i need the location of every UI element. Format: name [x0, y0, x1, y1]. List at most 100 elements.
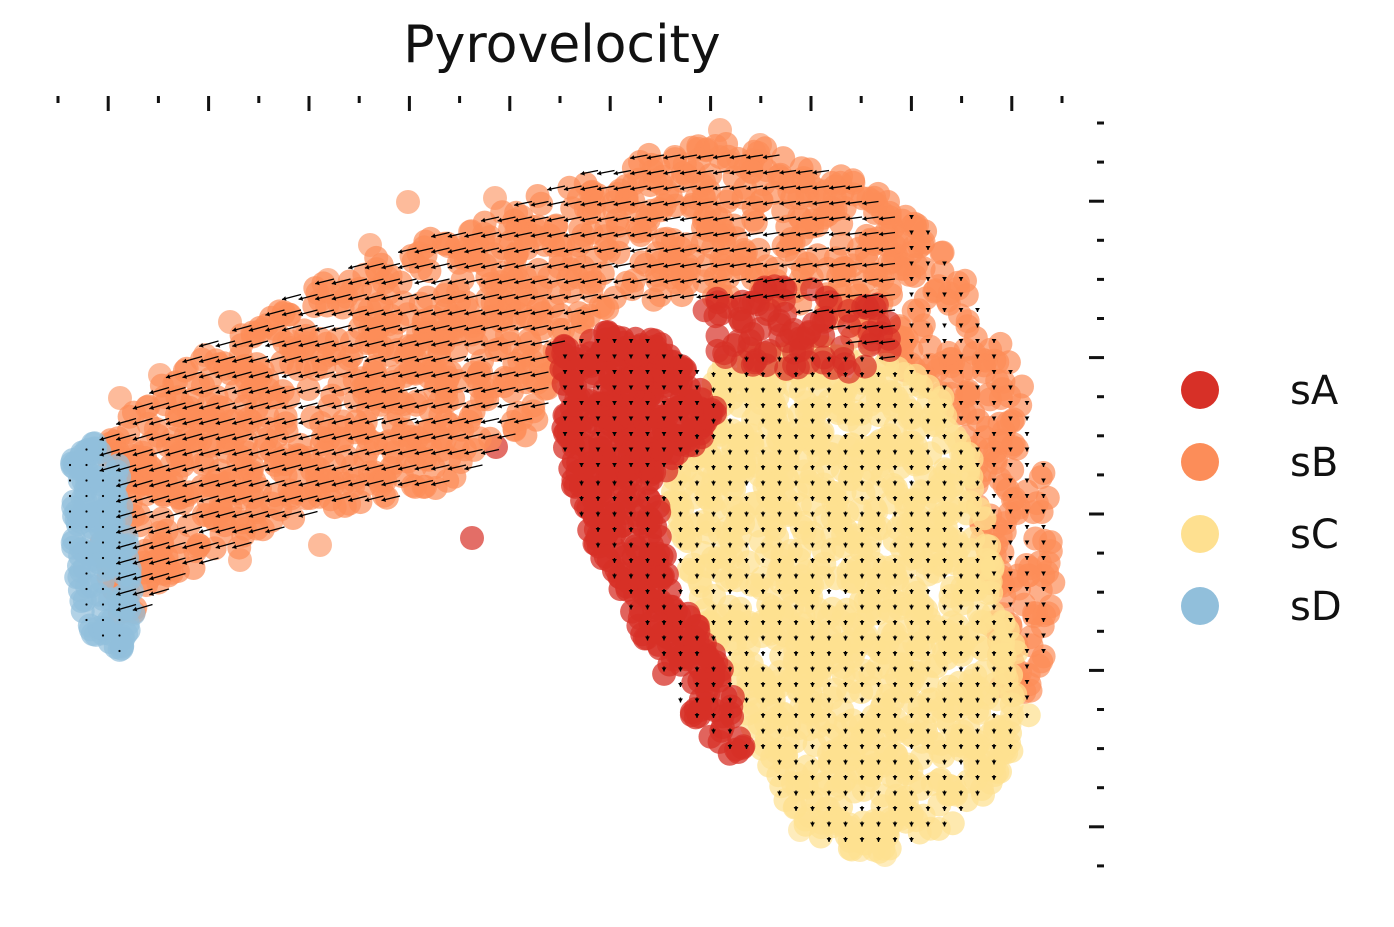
- cell-point: [375, 390, 399, 414]
- cell-point: [848, 532, 872, 556]
- cell-point: [907, 506, 931, 530]
- velocity-dot: [85, 448, 87, 450]
- cell-point: [436, 280, 460, 304]
- cell-point: [526, 258, 550, 282]
- cell-point: [657, 344, 681, 368]
- cell-point: [741, 208, 765, 232]
- velocity-dot: [118, 588, 120, 590]
- velocity-dot: [102, 464, 104, 466]
- cell-point: [484, 274, 508, 298]
- velocity-dot: [118, 526, 120, 528]
- cell-point: [533, 233, 557, 257]
- cell-point: [835, 500, 859, 524]
- cell-point: [903, 372, 927, 396]
- cell-point: [750, 281, 774, 305]
- cell-point: [878, 201, 902, 225]
- cell-point: [352, 383, 376, 407]
- cell-point: [768, 737, 792, 761]
- cell-point: [739, 573, 763, 597]
- cell-point: [963, 663, 987, 687]
- cell-point: [876, 684, 900, 708]
- cell-point: [697, 513, 721, 537]
- cell-point: [668, 622, 692, 646]
- cell-point: [889, 653, 913, 677]
- cell-point: [688, 657, 712, 681]
- cell-point: [787, 680, 811, 704]
- cell-point: [622, 435, 646, 459]
- cell-point: [1002, 432, 1026, 456]
- cell-point: [931, 241, 955, 265]
- cell-point: [574, 172, 598, 196]
- cell-point: [335, 445, 359, 469]
- cell-point: [992, 720, 1016, 744]
- cell-point: [910, 599, 934, 623]
- cell-point: [460, 526, 484, 550]
- cell-point: [358, 297, 382, 321]
- cell-point: [591, 338, 615, 362]
- cell-point: [468, 426, 492, 450]
- velocity-dot: [102, 619, 104, 621]
- cell-point: [749, 530, 773, 554]
- cell-point: [948, 640, 972, 664]
- cell-point: [652, 662, 676, 686]
- cell-point: [927, 817, 951, 841]
- cell-point: [871, 794, 895, 818]
- cell-point: [748, 712, 772, 736]
- cell-point: [665, 371, 689, 395]
- velocity-arrowhead: [265, 343, 270, 348]
- cell-point: [914, 722, 938, 746]
- velocity-arrowhead: [678, 699, 683, 703]
- cell-point: [874, 738, 898, 762]
- cell-point: [969, 609, 993, 633]
- cell-point: [862, 510, 886, 534]
- cell-point: [1029, 465, 1053, 489]
- velocity-dot: [69, 526, 71, 528]
- cell-point: [1041, 571, 1065, 595]
- velocity-dot: [85, 603, 87, 605]
- cell-point: [639, 561, 663, 585]
- velocity-dot: [85, 464, 87, 466]
- cell-point: [588, 428, 612, 452]
- cell-point: [910, 232, 934, 256]
- cell-point: [268, 498, 292, 522]
- cell-point: [1036, 486, 1060, 510]
- velocity-arrowhead: [282, 374, 287, 379]
- cell-point: [931, 744, 955, 768]
- cell-point: [578, 264, 602, 288]
- cell-point: [1000, 458, 1024, 482]
- velocity-dot: [69, 479, 71, 481]
- velocity-dot: [85, 588, 87, 590]
- cell-point: [507, 349, 531, 373]
- cell-point: [308, 533, 332, 557]
- cell-point: [838, 466, 862, 490]
- cell-point: [680, 560, 704, 584]
- cell-point: [68, 578, 92, 602]
- cell-point: [937, 711, 961, 735]
- velocity-dot: [118, 541, 120, 543]
- velocity-arrowhead: [415, 280, 419, 285]
- cell-point: [797, 320, 821, 344]
- cell-point: [821, 814, 845, 838]
- velocity-dot: [85, 479, 87, 481]
- cell-point: [427, 390, 451, 414]
- cell-point: [340, 330, 364, 354]
- cell-point: [596, 521, 620, 545]
- cell-point: [73, 504, 97, 528]
- cell-point: [378, 343, 402, 367]
- cell-point: [981, 555, 1005, 579]
- cell-point: [856, 296, 880, 320]
- cell-point: [396, 190, 420, 214]
- cell-point: [879, 599, 903, 623]
- cell-point: [1017, 564, 1041, 588]
- velocity-dot: [85, 557, 87, 559]
- cell-point: [884, 476, 908, 500]
- cell-point: [81, 464, 105, 488]
- cell-point: [956, 457, 980, 481]
- cell-point: [972, 360, 996, 384]
- cell-point: [829, 610, 853, 634]
- cell-point: [821, 640, 845, 664]
- cell-point: [251, 358, 275, 382]
- cell-point: [468, 375, 492, 399]
- cell-point: [771, 146, 795, 170]
